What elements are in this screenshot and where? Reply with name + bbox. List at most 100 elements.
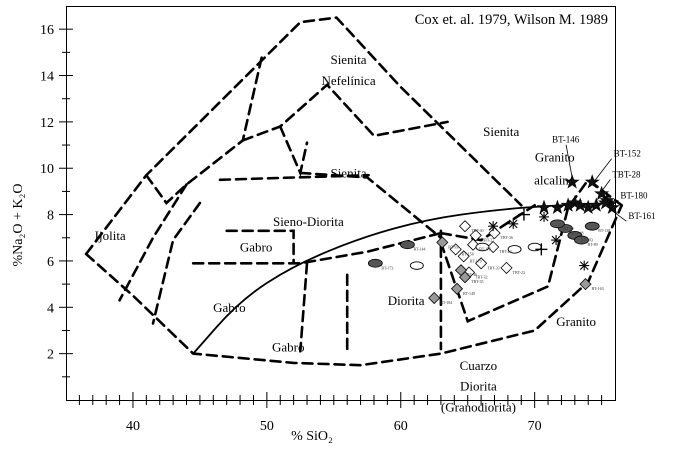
data-point — [574, 235, 589, 245]
data-point — [584, 174, 600, 189]
y-tick-label: 16 — [40, 23, 54, 38]
field-boundary — [298, 171, 443, 240]
axis-ticks: 40 50 60 70 2 4 6 8 10 12 14 16 — [40, 23, 603, 434]
point-label: BT-144 — [413, 247, 425, 252]
chart-title: Cox et. al. 1979, Wilson M. 1989 — [415, 12, 608, 28]
data-point — [572, 197, 588, 212]
data-point — [428, 291, 441, 305]
y-tick-label: 8 — [47, 209, 54, 224]
point-label: BT-176 — [479, 247, 491, 252]
point-label: BT-163 — [592, 286, 604, 291]
point-label: TBT-33 — [487, 265, 500, 270]
data-point — [517, 208, 530, 221]
point-label: TBT-24 — [499, 249, 512, 254]
field-boundary — [241, 82, 449, 142]
callout-label: BT-152 — [614, 149, 641, 159]
data-point — [450, 282, 464, 295]
field-boundary — [151, 201, 202, 325]
data-point — [579, 278, 592, 291]
field-label: Gabro — [240, 240, 273, 255]
callout-leader — [601, 179, 611, 192]
callouts: BT-146 BT-152 TBT-28 BT-180 BT-161 — [552, 135, 656, 222]
y-tick-label: 12 — [40, 116, 54, 131]
data-point — [500, 261, 513, 274]
data-point — [598, 195, 614, 210]
field-label: Cuarzo — [460, 358, 498, 373]
y-tick-label: 6 — [47, 255, 54, 270]
data-point — [507, 245, 522, 254]
data-point — [458, 271, 472, 284]
point-label: BT-183 — [581, 237, 593, 242]
field-label: Sienita — [330, 52, 366, 67]
callout-label: TBT-28 — [612, 170, 641, 180]
y-tick-label: 14 — [40, 70, 54, 85]
point-label: BT-40 — [563, 226, 573, 231]
callout-leader — [593, 158, 612, 183]
callout-leader — [565, 144, 573, 178]
point-label: BT-96 — [467, 272, 477, 277]
field-boundary — [118, 183, 188, 302]
data-point — [594, 185, 610, 201]
y-tick-label: 2 — [47, 348, 54, 363]
field-label: Diorita — [460, 379, 497, 394]
field-boundary — [439, 204, 537, 242]
point-label: BT-149 — [463, 291, 475, 296]
point-label: TBT-35 — [471, 279, 484, 284]
point-labels: BT-173 BT-144 BT-148 BT-183 BT-40 BT-89 BT-138… — [381, 226, 610, 305]
point-label: TBT-27 — [482, 237, 495, 242]
data-point — [588, 197, 604, 212]
field-label: Gabro — [272, 339, 305, 354]
point-label: TBT-23 — [513, 270, 526, 275]
field-boundary — [218, 173, 370, 182]
field-label: Diorita — [388, 293, 425, 308]
point-label: BT-184 — [440, 300, 452, 305]
data-point — [409, 261, 424, 270]
field-boundaries — [84, 16, 624, 367]
data-point — [535, 243, 548, 256]
point-label: BT-173 — [381, 265, 393, 270]
data-point — [549, 199, 565, 215]
data-point — [564, 174, 580, 189]
x-tick-label: 40 — [126, 419, 140, 434]
point-label: BT-156 — [462, 251, 474, 256]
data-point — [475, 257, 488, 270]
data-point — [584, 221, 600, 231]
data-point — [457, 250, 470, 263]
point-label: BT-93 — [448, 244, 458, 249]
data-point — [436, 236, 449, 249]
field-label: (Granodiorita) — [441, 400, 516, 415]
data-point — [487, 240, 500, 254]
point-label: BT-138 — [598, 228, 610, 233]
callout-label: BT-146 — [552, 135, 580, 145]
field-boundary — [84, 204, 624, 367]
field-label: Granito — [556, 314, 596, 329]
x-tick-label: 50 — [260, 419, 274, 434]
alkaline-divide — [192, 202, 616, 355]
data-point — [508, 218, 519, 229]
field-boundary — [84, 16, 523, 256]
point-label: TBT-32 — [475, 275, 488, 280]
data-point — [550, 219, 565, 229]
field-label: Sieno-Diorita — [273, 214, 344, 229]
data-point — [551, 235, 562, 246]
data-point — [367, 258, 383, 268]
field-label: Ijolita — [95, 228, 126, 243]
point-label: BT-179 — [470, 258, 482, 263]
field-label: Nefelínica — [321, 73, 375, 88]
data-point — [449, 243, 462, 256]
data-point — [475, 242, 490, 252]
point-label: BT-89 — [588, 242, 598, 247]
callout-leader — [610, 209, 627, 222]
y-tick-label: 4 — [47, 301, 54, 316]
data-point — [469, 229, 482, 242]
y-tick-label: 10 — [40, 162, 54, 177]
point-label: TBT-36 — [500, 235, 513, 240]
x-axis-label: % SiO₂ — [291, 429, 333, 444]
plot-frame — [66, 6, 616, 401]
callout-leader — [606, 199, 619, 204]
callout-label: BT-161 — [628, 211, 655, 221]
field-label: Granito — [535, 149, 575, 164]
data-point — [539, 211, 550, 222]
field-boundary — [145, 51, 265, 205]
